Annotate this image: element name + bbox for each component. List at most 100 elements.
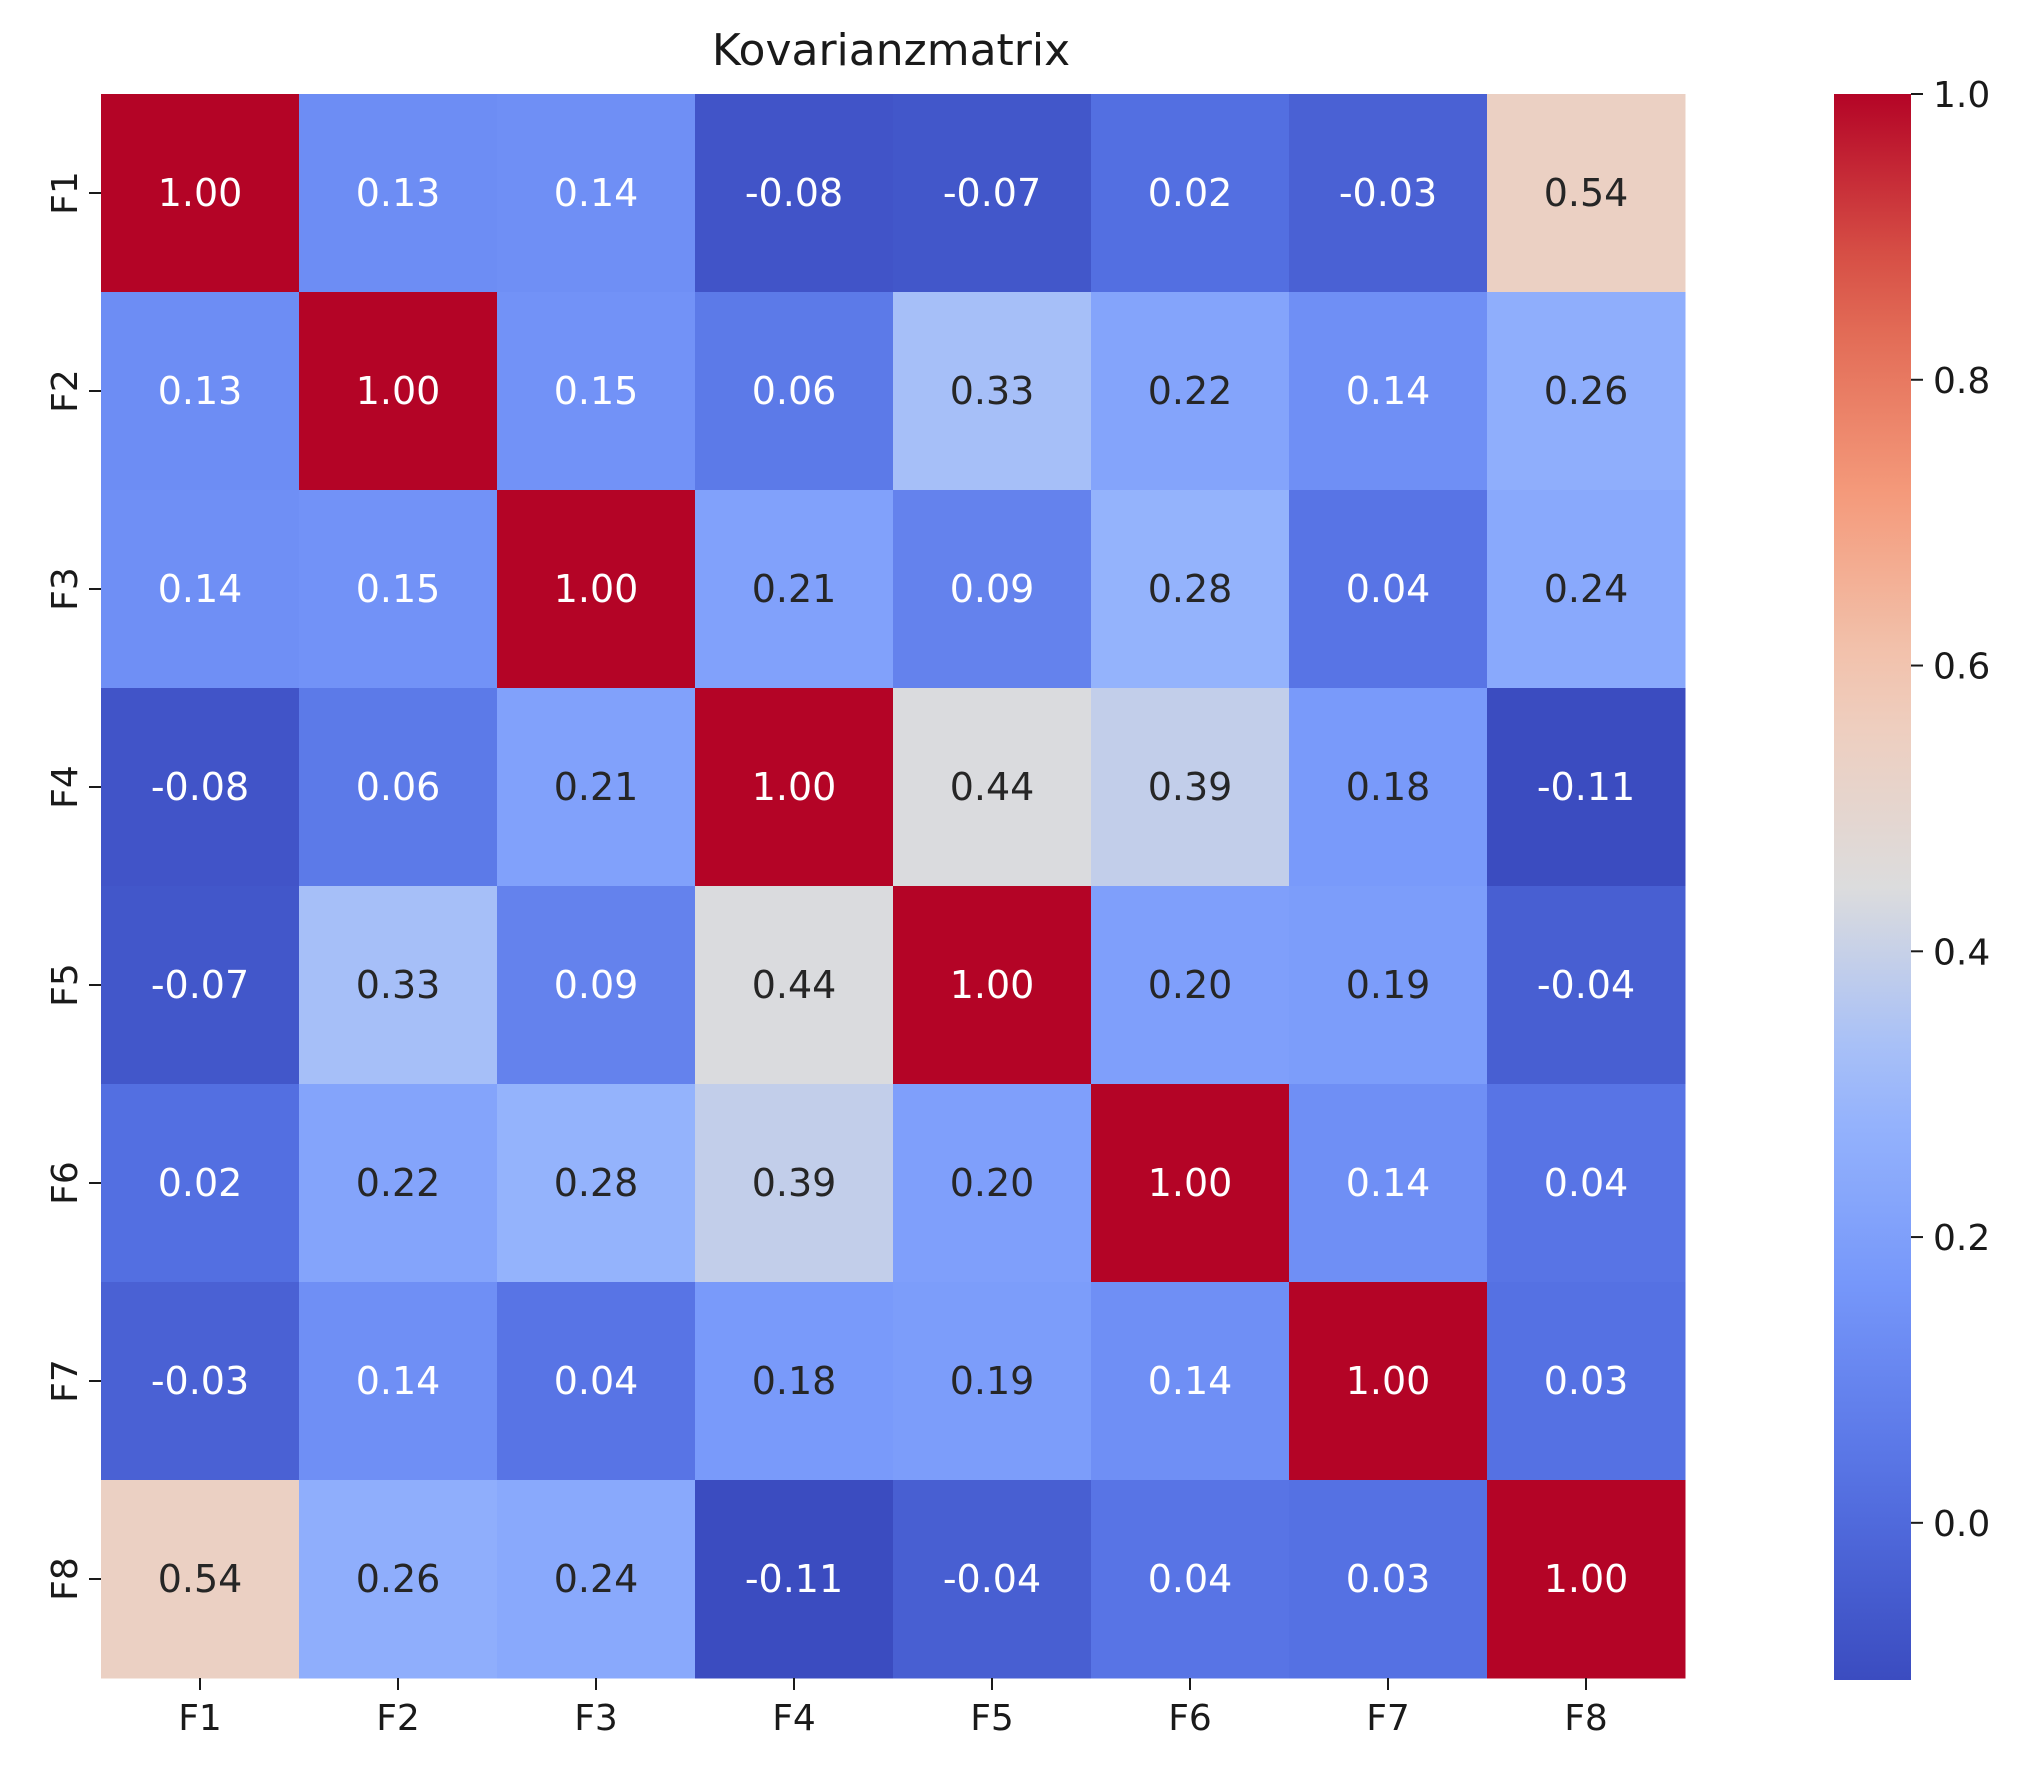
heatmap-cell-f6-f7 xyxy=(1289,1084,1488,1283)
x-tick-label: F2 xyxy=(376,1698,420,1739)
cell-value-label: 1.00 xyxy=(554,567,639,611)
x-axis: F1 F2 F3 F4 F5 F6 F7 F8 xyxy=(178,1678,1608,1739)
heatmap-cell-f2-f4 xyxy=(695,292,894,491)
heatmap-cell-f4-f3 xyxy=(497,688,696,887)
cell-value-label: 0.22 xyxy=(1148,369,1233,413)
heatmap-cell-f7-f4 xyxy=(695,1282,894,1481)
heatmap-cell-f2-f5 xyxy=(893,292,1092,491)
cell-value-label: 0.24 xyxy=(1544,567,1629,611)
heatmap-cell-f3-f6 xyxy=(1091,490,1290,689)
y-axis: F1 F2 F3 F4 F5 F6 F7 F8 xyxy=(45,171,101,1601)
cell-value-label: 0.44 xyxy=(950,765,1035,809)
cell-value-label: 0.54 xyxy=(1544,171,1629,215)
heatmap-cell-f8-f1 xyxy=(101,1480,300,1679)
cell-value-label: 0.04 xyxy=(1544,1161,1629,1205)
cell-value-label: 0.22 xyxy=(356,1161,441,1205)
chart-title: Kovarianzmatrix xyxy=(712,25,1070,76)
heatmap-cell-f3-f3 xyxy=(497,490,696,689)
cell-value-label: 0.14 xyxy=(1346,369,1431,413)
x-tick-label: F3 xyxy=(574,1698,618,1739)
cell-value-label: -0.03 xyxy=(1339,171,1437,215)
cell-value-label: 1.00 xyxy=(1346,1359,1431,1403)
cell-value-label: 0.33 xyxy=(356,963,441,1007)
colorbar-tick-label: 0.6 xyxy=(1933,647,1990,688)
cell-value-label: 0.14 xyxy=(158,567,243,611)
x-tick-label: F1 xyxy=(178,1698,222,1739)
cell-value-label: -0.04 xyxy=(943,1557,1041,1601)
cell-value-label: -0.03 xyxy=(151,1359,249,1403)
cell-value-label: 0.39 xyxy=(752,1161,837,1205)
heatmap-cell-f3-f1 xyxy=(101,490,300,689)
heatmap-cell-f1-f8 xyxy=(1487,94,1686,293)
cell-value-label: 0.04 xyxy=(1346,567,1431,611)
x-tick-label: F7 xyxy=(1366,1698,1410,1739)
heatmap-cell-f5-f4 xyxy=(695,886,894,1085)
heatmap-cell-f2-f2 xyxy=(299,292,498,491)
heatmap-cell-f4-f4 xyxy=(695,688,894,887)
y-tick-label: F5 xyxy=(45,963,86,1007)
heatmap-cell-f1-f6 xyxy=(1091,94,1290,293)
heatmap-cell-f7-f7 xyxy=(1289,1282,1488,1481)
heatmap-cell-f8-f2 xyxy=(299,1480,498,1679)
heatmap-cell-f5-f6 xyxy=(1091,886,1290,1085)
cell-value-label: 0.13 xyxy=(356,171,441,215)
heatmap-cell-f1-f1 xyxy=(101,94,300,293)
cell-value-label: -0.08 xyxy=(151,765,249,809)
cell-value-label: 0.04 xyxy=(554,1359,639,1403)
cell-value-label: 0.02 xyxy=(158,1161,243,1205)
cell-value-label: 0.02 xyxy=(1148,171,1233,215)
cell-value-label: 0.21 xyxy=(554,765,639,809)
cell-value-label: 0.14 xyxy=(1148,1359,1233,1403)
heatmap-cell-f3-f7 xyxy=(1289,490,1488,689)
cell-value-label: 0.09 xyxy=(950,567,1035,611)
heatmap-cell-f6-f1 xyxy=(101,1084,300,1283)
cell-value-label: 0.19 xyxy=(950,1359,1035,1403)
heatmap-cell-f6-f2 xyxy=(299,1084,498,1283)
cell-value-label: 0.26 xyxy=(1544,369,1629,413)
cell-value-label: 0.28 xyxy=(1148,567,1233,611)
heatmap-cell-f5-f7 xyxy=(1289,886,1488,1085)
heatmap-cells: 1.00 0.13 0.14 -0.08 -0.07 0.02 -0.03 0.54 0.13 1… xyxy=(101,94,1686,1679)
y-tick-label: F8 xyxy=(45,1557,86,1601)
y-tick-label: F3 xyxy=(45,567,86,611)
cell-value-label: 0.26 xyxy=(356,1557,441,1601)
heatmap-cell-f4-f8 xyxy=(1487,688,1686,887)
cell-value-label: 0.09 xyxy=(554,963,639,1007)
heatmap-cell-f7-f6 xyxy=(1091,1282,1290,1481)
colorbar-tick-label: 0.8 xyxy=(1933,361,1990,402)
cell-value-label: 0.15 xyxy=(554,369,639,413)
cell-value-label: 0.28 xyxy=(554,1161,639,1205)
colorbar-tick-label: 0.0 xyxy=(1933,1504,1990,1545)
colorbar-tick-label: 0.2 xyxy=(1933,1218,1990,1259)
heatmap-cell-f5-f2 xyxy=(299,886,498,1085)
cell-value-label: 0.13 xyxy=(158,369,243,413)
heatmap-cell-f4-f7 xyxy=(1289,688,1488,887)
heatmap-cell-f2-f6 xyxy=(1091,292,1290,491)
x-tick-label: F4 xyxy=(772,1698,816,1739)
y-tick-label: F2 xyxy=(45,369,86,413)
y-tick-label: F4 xyxy=(45,765,86,809)
heatmap-cell-f2-f7 xyxy=(1289,292,1488,491)
heatmap-cell-f4-f5 xyxy=(893,688,1092,887)
cell-value-label: 0.18 xyxy=(1346,765,1431,809)
cell-value-label: 0.18 xyxy=(752,1359,837,1403)
cell-value-label: 0.03 xyxy=(1346,1557,1431,1601)
heatmap-cell-f7-f2 xyxy=(299,1282,498,1481)
cell-value-label: 1.00 xyxy=(1544,1557,1629,1601)
heatmap-cell-f6-f5 xyxy=(893,1084,1092,1283)
x-tick-label: F5 xyxy=(970,1698,1014,1739)
heatmap-cell-f5-f3 xyxy=(497,886,696,1085)
colorbar-gradient xyxy=(1834,94,1911,1680)
cell-value-label: -0.11 xyxy=(1537,765,1635,809)
heatmap-cell-f6-f3 xyxy=(497,1084,696,1283)
heatmap-cell-f4-f2 xyxy=(299,688,498,887)
heatmap-cell-f1-f7 xyxy=(1289,94,1488,293)
colorbar: 0.0 0.2 0.4 0.6 0.8 1.0 xyxy=(1834,75,1990,1680)
cell-value-label: 0.19 xyxy=(1346,963,1431,1007)
heatmap-cell-f1-f4 xyxy=(695,94,894,293)
heatmap-cell-f1-f3 xyxy=(497,94,696,293)
heatmap-cell-f5-f8 xyxy=(1487,886,1686,1085)
heatmap-cell-f1-f5 xyxy=(893,94,1092,293)
heatmap-cell-f2-f8 xyxy=(1487,292,1686,491)
